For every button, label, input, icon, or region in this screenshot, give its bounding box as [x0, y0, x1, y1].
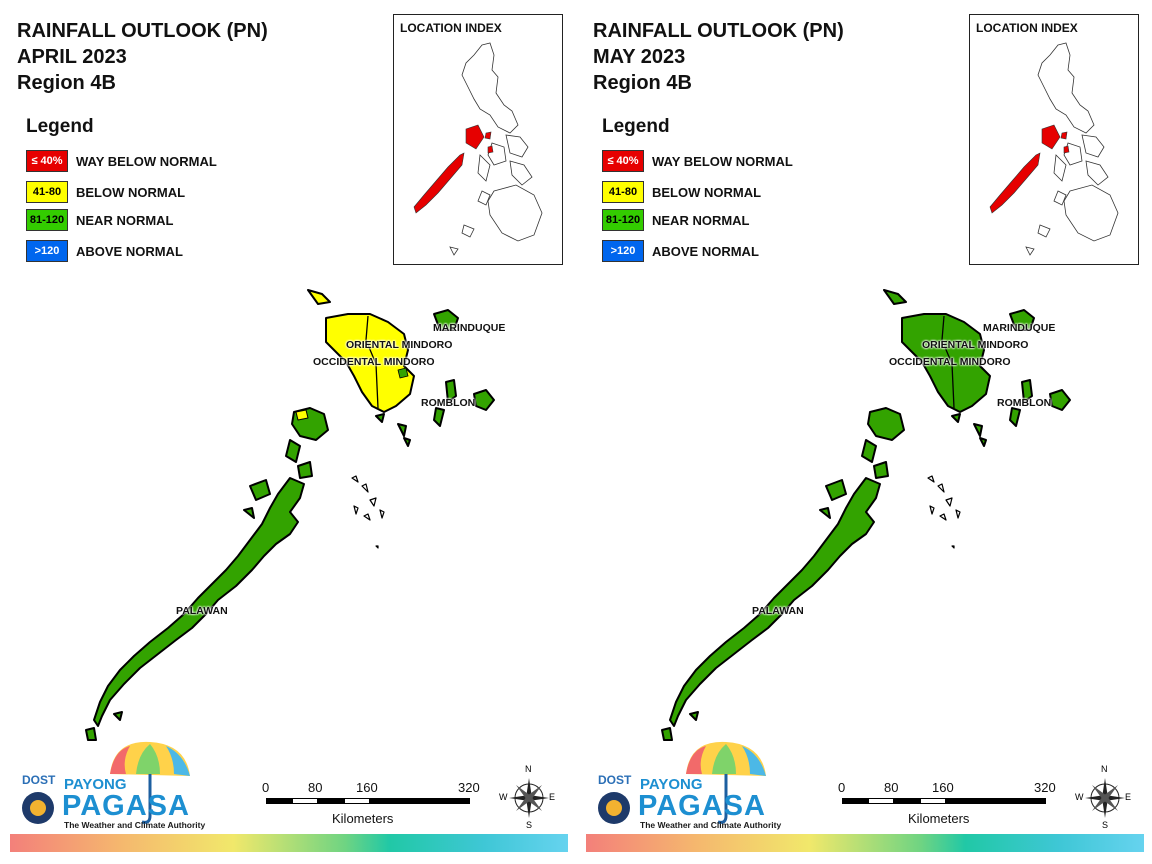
title-line-1: RAINFALL OUTLOOK (PN) — [17, 20, 268, 42]
compass-n: N — [525, 764, 532, 774]
scale-bar: 0 80 160 320 Kilometers — [838, 780, 1062, 840]
outlook-panel-april: RAINFALL OUTLOOK (PN) APRIL 2023 Region … — [10, 14, 568, 852]
legend-title: Legend — [602, 116, 670, 137]
legend-swatch: 81-120 — [26, 209, 68, 231]
legend-label: WAY BELOW NORMAL — [652, 154, 793, 169]
umbrella-icon — [598, 741, 766, 824]
legend-label: NEAR NORMAL — [652, 213, 750, 228]
legend-swatch: >120 — [602, 240, 644, 262]
panel-title: RAINFALL OUTLOOK (PN) APRIL 2023 Region … — [17, 18, 268, 96]
compass-e: E — [1125, 792, 1132, 802]
scale-tick: 0 — [262, 780, 270, 795]
scale-tick: 320 — [1034, 780, 1056, 795]
compass-w: W — [1075, 792, 1084, 802]
pagasa-text: PAGASA — [62, 790, 190, 822]
compass-rose-icon — [509, 778, 549, 818]
scale-unit: Kilometers — [908, 811, 970, 826]
pagasa-logo: DOST PAYONG PAGASA The Weather and Clima… — [18, 740, 205, 832]
compass-s: S — [1102, 820, 1109, 830]
scale-tick: 80 — [308, 780, 323, 795]
legend-label: WAY BELOW NORMAL — [76, 154, 217, 169]
title-line-1: RAINFALL OUTLOOK (PN) — [593, 20, 844, 42]
legend-swatch: ≤ 40% — [602, 150, 644, 172]
label-oriental-mindoro: ORIENTAL MINDORO — [346, 339, 453, 351]
legend-label: ABOVE NORMAL — [652, 244, 759, 259]
payong-text: PAYONG — [64, 776, 127, 793]
payong-text: PAYONG — [640, 776, 703, 793]
logo-tagline: The Weather and Climate Authority — [640, 820, 782, 830]
north-arrow: N S E W — [499, 764, 558, 830]
region-4b-map — [661, 289, 1071, 741]
legend-label: BELOW NORMAL — [76, 185, 186, 200]
compass-rose-icon — [1085, 778, 1125, 818]
inset-label: LOCATION INDEX — [400, 21, 502, 35]
marinduque-island — [433, 309, 459, 331]
title-region: Region 4B — [593, 72, 692, 94]
compass-s: S — [526, 820, 533, 830]
scale-tick: 320 — [458, 780, 480, 795]
compass-n: N — [1101, 764, 1108, 774]
legend-swatch: 41-80 — [26, 181, 68, 203]
legend-swatch: 41-80 — [602, 181, 644, 203]
mindoro-island — [307, 289, 415, 413]
panel-title: RAINFALL OUTLOOK (PN) MAY 2023 Region 4B — [593, 18, 844, 96]
palawan-island — [669, 477, 881, 727]
compass-w: W — [499, 792, 508, 802]
philippines-outline-map — [989, 42, 1119, 256]
legend-swatch: ≤ 40% — [26, 150, 68, 172]
label-palawan: PALAWAN — [752, 605, 804, 617]
color-gradient-strip — [10, 834, 568, 852]
romblon-island — [433, 379, 495, 427]
scale-tick: 80 — [884, 780, 899, 795]
label-romblon: ROMBLON — [997, 397, 1052, 409]
legend-label: ABOVE NORMAL — [76, 244, 183, 259]
dost-text: DOST — [22, 773, 56, 787]
mindoro-island — [883, 289, 991, 413]
label-occidental-mindoro: OCCIDENTAL MINDORO — [313, 356, 435, 368]
label-occidental-mindoro: OCCIDENTAL MINDORO — [889, 356, 1011, 368]
scale-unit: Kilometers — [332, 811, 394, 826]
philippines-outline-map — [413, 42, 543, 256]
color-gradient-strip — [586, 834, 1144, 852]
scale-bar: 0 80 160 320 Kilometers — [262, 780, 486, 840]
pagasa-text: PAGASA — [638, 790, 766, 822]
legend-label: NEAR NORMAL — [76, 213, 174, 228]
pagasa-logo: DOST PAYONG PAGASA The Weather and Clima… — [594, 740, 781, 832]
label-marinduque: MARINDUQUE — [983, 322, 1056, 334]
dost-text: DOST — [598, 773, 632, 787]
outlook-panel-may: RAINFALL OUTLOOK (PN) MAY 2023 Region 4B… — [576, 0, 1152, 864]
label-marinduque: MARINDUQUE — [433, 322, 506, 334]
marinduque-island — [1009, 309, 1035, 331]
scale-tick: 0 — [838, 780, 846, 795]
palawan-island — [93, 477, 305, 727]
compass-e: E — [549, 792, 556, 802]
title-month: MAY 2023 — [593, 46, 686, 68]
label-palawan: PALAWAN — [176, 605, 228, 617]
label-romblon: ROMBLON — [421, 397, 476, 409]
scale-tick: 160 — [356, 780, 378, 795]
label-oriental-mindoro: ORIENTAL MINDORO — [922, 339, 1029, 351]
legend-label: BELOW NORMAL — [652, 185, 762, 200]
scale-tick: 160 — [932, 780, 954, 795]
logo-tagline: The Weather and Climate Authority — [64, 820, 206, 830]
romblon-island — [1009, 379, 1071, 427]
legend-swatch: 81-120 — [602, 209, 644, 231]
north-arrow: N S E W — [1075, 764, 1134, 830]
title-month: APRIL 2023 — [17, 46, 127, 68]
umbrella-icon — [22, 741, 190, 824]
region-4b-map — [85, 289, 495, 741]
location-index-inset: LOCATION INDEX — [393, 14, 563, 265]
title-region: Region 4B — [17, 72, 116, 94]
legend-swatch: >120 — [26, 240, 68, 262]
legend-title: Legend — [26, 116, 94, 137]
location-index-inset: LOCATION INDEX — [969, 14, 1139, 265]
inset-label: LOCATION INDEX — [976, 21, 1078, 35]
